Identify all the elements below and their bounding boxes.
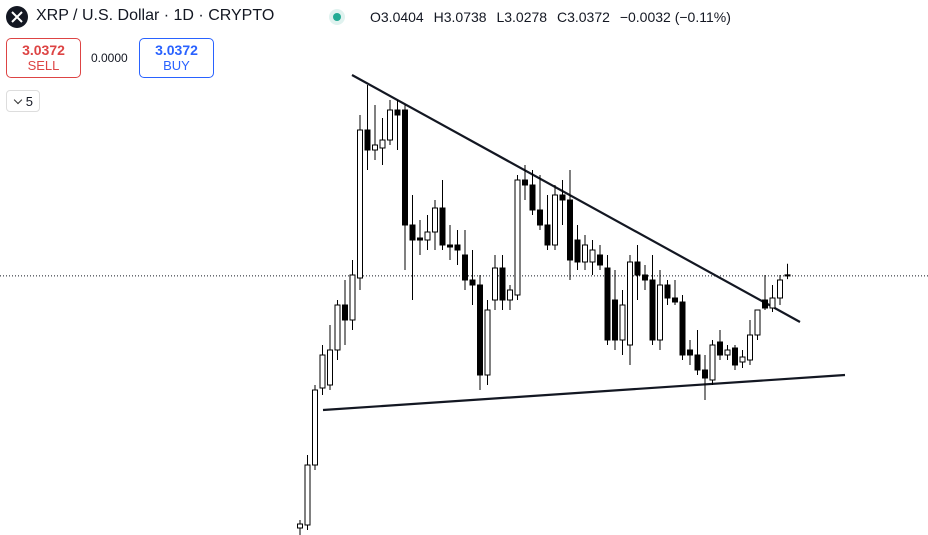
candle-body bbox=[327, 349, 333, 386]
candle-body bbox=[462, 254, 468, 281]
candle-body bbox=[762, 299, 768, 309]
candle-body bbox=[567, 199, 573, 261]
candle-body bbox=[484, 309, 491, 376]
candle-body bbox=[409, 224, 416, 241]
ohlc-label: H bbox=[433, 9, 444, 25]
candle-body bbox=[687, 349, 693, 356]
candle-body bbox=[747, 334, 753, 361]
ohlc-legend: O3.0404 H3.0738 L3.0278 C3.0372 −0.0032 … bbox=[370, 9, 737, 25]
ohlc-value: 3.0278 bbox=[504, 9, 548, 25]
candle-body bbox=[589, 249, 596, 263]
candle-body bbox=[499, 267, 506, 301]
change: −0.0032 (−0.11%) bbox=[619, 9, 731, 25]
buy-label: BUY bbox=[163, 58, 190, 73]
candle-body bbox=[709, 344, 716, 381]
candle-body bbox=[544, 224, 551, 246]
ohlc-label: O bbox=[370, 9, 381, 25]
spread: 0.0000 bbox=[91, 51, 128, 65]
candle-body bbox=[777, 279, 783, 299]
sell-label: SELL bbox=[27, 58, 60, 73]
buy-price: 3.0372 bbox=[155, 42, 198, 58]
candle-body bbox=[447, 244, 453, 248]
trendline-upper bbox=[351, 74, 801, 323]
candle-body bbox=[477, 284, 483, 376]
ohlc-label: L bbox=[496, 9, 505, 25]
candle-body bbox=[522, 179, 528, 186]
indicators-toggle[interactable]: 5 bbox=[6, 90, 40, 112]
candle-body bbox=[559, 194, 566, 201]
candle-body bbox=[574, 239, 581, 263]
candle-body bbox=[439, 207, 446, 246]
ohlc-value: 3.0372 bbox=[567, 9, 610, 25]
candle-body bbox=[417, 237, 423, 241]
candle-body bbox=[717, 341, 723, 356]
candle-body bbox=[357, 129, 363, 279]
candle-body bbox=[754, 309, 761, 336]
candle-body bbox=[297, 523, 303, 529]
candle-body bbox=[394, 109, 401, 116]
candle-body bbox=[312, 389, 318, 466]
candle-body bbox=[694, 354, 701, 371]
candle-body bbox=[387, 109, 393, 141]
candle-body bbox=[649, 279, 656, 341]
candle-body bbox=[769, 297, 776, 309]
candle-body bbox=[627, 261, 633, 346]
candle-body bbox=[364, 129, 371, 151]
candle-body bbox=[672, 297, 678, 303]
buy-button[interactable]: 3.0372 BUY bbox=[139, 38, 214, 78]
candle-body bbox=[319, 354, 326, 389]
candle-body bbox=[334, 304, 341, 351]
candle-body bbox=[507, 289, 513, 301]
candle-body bbox=[469, 279, 476, 286]
candle-body bbox=[642, 274, 648, 281]
ohlc-label: C bbox=[556, 9, 568, 25]
candle-body bbox=[304, 464, 311, 526]
candle-body bbox=[514, 179, 521, 296]
ohlc-value: 3.0738 bbox=[443, 9, 487, 25]
candle-body bbox=[784, 274, 791, 277]
candle-body bbox=[552, 194, 558, 246]
candle-body bbox=[619, 304, 626, 341]
candle-body bbox=[657, 284, 663, 341]
candle-body bbox=[402, 109, 408, 226]
candle-body bbox=[424, 231, 431, 241]
candle-body bbox=[537, 209, 543, 226]
candle-body bbox=[634, 261, 641, 276]
trendline-lower bbox=[322, 373, 846, 412]
market-status-dot bbox=[333, 13, 341, 21]
candle-body bbox=[432, 207, 438, 233]
candle-body bbox=[604, 267, 611, 341]
candle-body bbox=[349, 274, 356, 321]
candle-body bbox=[724, 349, 731, 356]
symbol-logo-mark bbox=[11, 11, 23, 23]
candle-body bbox=[582, 244, 588, 263]
candle-body bbox=[529, 184, 536, 211]
candle-body bbox=[664, 284, 671, 299]
candle-body bbox=[342, 304, 348, 321]
ohlc-value: 3.0404 bbox=[380, 9, 424, 25]
sell-button[interactable]: 3.0372 SELL bbox=[6, 38, 81, 78]
candle-body bbox=[379, 139, 386, 149]
candle-body bbox=[612, 299, 618, 341]
candle-body bbox=[454, 244, 461, 251]
candle-body bbox=[372, 144, 378, 151]
candle-body bbox=[739, 356, 746, 363]
candle-body bbox=[732, 347, 738, 366]
candle-body bbox=[597, 254, 603, 266]
sell-price: 3.0372 bbox=[22, 42, 65, 58]
candle-body bbox=[702, 369, 708, 379]
candle-body bbox=[492, 267, 498, 301]
candle-body bbox=[679, 301, 686, 356]
symbol-title[interactable]: XRP / U.S. Dollar · 1D · CRYPTO bbox=[36, 7, 275, 24]
